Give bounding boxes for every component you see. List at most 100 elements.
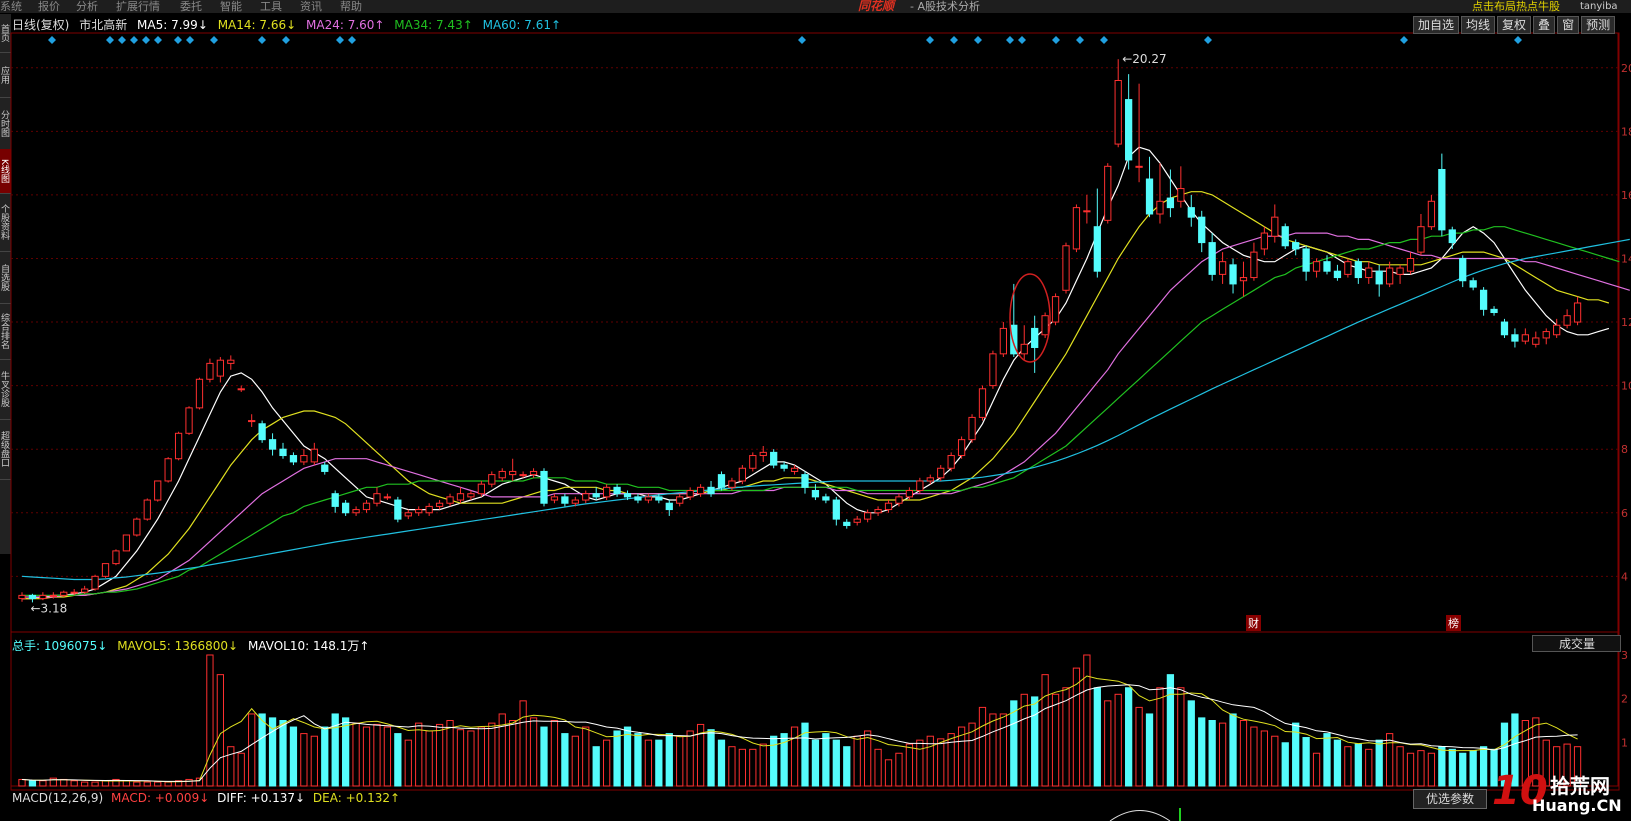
volume-bar-27 <box>300 733 308 787</box>
signal-diamond-16 <box>974 36 982 44</box>
side-tab-1[interactable]: 应用 <box>0 52 11 98</box>
candle-body-130 <box>1375 270 1383 285</box>
candle-body-109 <box>1156 200 1164 215</box>
signal-diamond-22 <box>1204 36 1212 44</box>
volume-bar-9 <box>112 778 120 787</box>
price-tick-8: 4 <box>1621 570 1628 583</box>
event-marker-1[interactable]: 榜 <box>1446 615 1461 631</box>
promo-link[interactable]: 点击布局热点牛股 <box>1472 0 1560 13</box>
candle-body-41 <box>446 496 454 504</box>
signal-diamond-14 <box>926 36 934 44</box>
volume-bar-107 <box>1135 706 1143 787</box>
event-marker-0[interactable]: 财 <box>1246 615 1261 631</box>
candle-body-106 <box>1125 99 1133 161</box>
volume-bar-75 <box>801 722 809 787</box>
candle-body-34 <box>373 493 381 504</box>
side-tab-0[interactable]: 首页 <box>0 14 11 53</box>
menu-item-1[interactable]: 报价 <box>38 0 60 13</box>
candle-body-132 <box>1396 267 1404 275</box>
menu-item-7[interactable]: 资讯 <box>300 0 322 13</box>
toolbar-button-4[interactable]: 窗 <box>1557 16 1580 34</box>
volume-bar-4 <box>60 778 68 787</box>
volume-bar-91 <box>968 722 976 787</box>
volume-tick-1: 2 <box>1621 693 1628 706</box>
volume-bar-66 <box>707 729 715 787</box>
candle-body-146 <box>1542 331 1550 339</box>
candle-body-118 <box>1250 251 1258 279</box>
candle-body-125 <box>1323 261 1331 272</box>
menu-item-2[interactable]: 分析 <box>76 0 98 13</box>
candle-body-53 <box>571 499 579 504</box>
optimize-params-button[interactable]: 优选参数 <box>1413 789 1487 809</box>
ma60-value: MA60: 7.61↑ <box>482 18 562 32</box>
menu-item-4[interactable]: 委托 <box>180 0 202 13</box>
price-tick-3: 14 <box>1621 252 1631 265</box>
toolbar-button-5[interactable]: 预测 <box>1581 16 1616 34</box>
toolbar-button-3[interactable]: 叠 <box>1533 16 1556 34</box>
candle-body-24 <box>268 439 277 450</box>
candle-body-55 <box>592 493 600 498</box>
volume-bar-34 <box>373 723 381 787</box>
candle-body-0 <box>18 594 26 600</box>
volume-bar-131 <box>1386 733 1394 787</box>
candle-body-101 <box>1072 207 1081 250</box>
candle-body-124 <box>1312 261 1321 272</box>
candle-body-73 <box>780 464 788 469</box>
toolbar-button-1[interactable]: 均线 <box>1461 16 1496 34</box>
candle-body-88 <box>937 467 945 479</box>
menu-item-8[interactable]: 帮助 <box>340 0 362 13</box>
ma60-line <box>21 238 1630 581</box>
toolbar-button-0[interactable]: 加自选 <box>1413 16 1460 34</box>
stock-name: 市北高新 <box>79 18 128 32</box>
volume-bar-36 <box>394 733 402 787</box>
side-tab-7[interactable]: 牛叉诊股 <box>0 359 11 420</box>
volume-bar-90 <box>957 726 966 787</box>
menu-item-0[interactable]: 系统 <box>0 0 22 13</box>
volume-bar-32 <box>352 722 360 787</box>
candle-body-140 <box>1479 289 1488 310</box>
logo-en: Huang.CN <box>1532 796 1622 815</box>
candle-body-76 <box>811 490 820 498</box>
macd-legend: MACD(12,26,9) MACD: +0.009↓ DIFF: +0.137… <box>12 791 404 805</box>
menu-item-6[interactable]: 工具 <box>260 0 282 13</box>
ma5-line <box>22 146 1610 600</box>
candle-body-4 <box>60 591 68 596</box>
volume-bar-68 <box>728 746 736 787</box>
menu-item-3[interactable]: 扩展行情 <box>116 0 160 13</box>
volume-bar-38 <box>415 722 423 787</box>
volume-bar-61 <box>655 739 663 787</box>
ma-legend: 日线(复权) 市北高新 MA5: 7.99↓ MA14: 7.66↓ MA24:… <box>12 16 567 33</box>
side-tab-3[interactable]: K线图 <box>0 149 11 194</box>
side-tab-4[interactable]: 个股资料 <box>0 193 11 252</box>
volume-bar-133 <box>1406 752 1415 787</box>
candle-body-111 <box>1177 188 1185 202</box>
candle-body-148 <box>1563 315 1571 326</box>
side-tab-6[interactable]: 综合排名 <box>0 303 11 360</box>
candle-body-90 <box>957 439 966 457</box>
price-tick-2: 16 <box>1621 189 1631 202</box>
candle-body-98 <box>1041 315 1049 336</box>
candle-body-96 <box>1020 343 1028 355</box>
chart-period[interactable]: 日线(复权) <box>12 18 70 32</box>
menu-item-5[interactable]: 智能 <box>220 0 242 13</box>
volume-bar-3 <box>49 777 57 787</box>
side-tab-5[interactable]: 自选股 <box>0 251 11 304</box>
user-name[interactable]: tanyiba <box>1580 1 1618 12</box>
volume-indicator-select[interactable]: 成交量 <box>1532 635 1621 652</box>
candle-body-92 <box>978 388 987 418</box>
volume-bar-6 <box>81 781 89 787</box>
candle-body-105 <box>1114 79 1122 145</box>
volume-bar-86 <box>916 739 924 787</box>
volume-bar-63 <box>676 735 684 787</box>
candle-body-25 <box>279 448 287 457</box>
signal-diamond-1 <box>106 36 114 44</box>
menu-bar: 系统 报价 分析 扩展行情 委托 智能 工具 资讯 帮助 同花顺 - A股技术分析 点击布局热点… <box>0 0 1631 13</box>
side-tab-8[interactable]: 超级盘口 <box>0 419 11 480</box>
volume-bar-127 <box>1344 746 1352 787</box>
toolbar-button-2[interactable]: 复权 <box>1497 16 1532 34</box>
candle-body-89 <box>947 455 955 469</box>
candle-body-57 <box>613 486 621 495</box>
candle-body-104 <box>1104 165 1112 221</box>
candle-body-22 <box>248 420 256 423</box>
candle-body-123 <box>1302 248 1310 272</box>
